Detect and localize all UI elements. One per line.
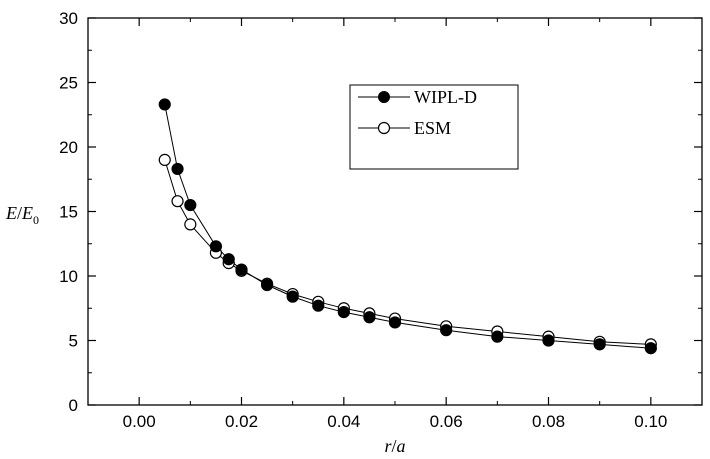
x-tick-label: 0.06 bbox=[430, 412, 463, 431]
data-point-wipl-d bbox=[363, 311, 376, 324]
data-point-wipl-d bbox=[158, 98, 171, 111]
y-tick-label: 25 bbox=[59, 74, 78, 93]
legend-entry-esm: ESM bbox=[358, 118, 451, 138]
data-point-wipl-d bbox=[440, 324, 453, 337]
series-layer bbox=[158, 98, 657, 355]
legend-entry-wipl-d: WIPL-D bbox=[358, 87, 477, 107]
data-point-esm bbox=[158, 153, 171, 166]
y-tick-label: 30 bbox=[59, 9, 78, 28]
y-tick-label: 10 bbox=[59, 267, 78, 286]
data-point-wipl-d bbox=[312, 299, 325, 312]
data-point-wipl-d bbox=[209, 240, 223, 253]
x-axis-label-sub: a bbox=[397, 436, 406, 456]
svg-text:E/E0: E/E0 bbox=[5, 203, 39, 227]
data-point-wipl-d bbox=[235, 263, 248, 276]
x-tick-label: 0.00 bbox=[123, 412, 156, 431]
axes-layer: 0.00 0.02 0.04 0.06 0.08 0.10 0 5 10 15 20 25 30 bbox=[59, 9, 703, 431]
data-point-wipl-d bbox=[222, 253, 235, 266]
x-tick-label: 0.10 bbox=[634, 412, 667, 431]
data-point-wipl-d bbox=[171, 162, 184, 176]
data-point-esm bbox=[171, 195, 184, 208]
legend-marker-esm bbox=[377, 121, 391, 135]
data-point-wipl-d bbox=[184, 198, 197, 212]
x-axis-label-main: r bbox=[384, 436, 392, 456]
data-point-wipl-d bbox=[337, 306, 350, 319]
y-tick-label: 20 bbox=[59, 138, 78, 157]
x-axis-label-sep: / bbox=[392, 436, 397, 456]
data-point-wipl-d bbox=[260, 278, 274, 292]
data-point-wipl-d bbox=[593, 338, 606, 351]
data-point-wipl-d bbox=[644, 342, 657, 355]
y-axis-label-sep: / bbox=[17, 203, 22, 223]
legend-label-esm: ESM bbox=[414, 118, 451, 138]
y-axis-label-denom: E bbox=[21, 203, 33, 223]
y-tick-label: 0 bbox=[69, 396, 78, 415]
data-point-wipl-d bbox=[542, 334, 555, 347]
y-axis-label-subscript: 0 bbox=[33, 213, 39, 227]
legend-marker-wipl-d bbox=[378, 91, 390, 103]
data-point-esm bbox=[184, 218, 197, 231]
series-line-esm bbox=[164, 159, 651, 345]
x-tick-label: 0.02 bbox=[225, 412, 258, 431]
plot-border bbox=[87, 17, 703, 406]
data-point-wipl-d bbox=[491, 330, 504, 343]
x-tick-label: 0.08 bbox=[532, 412, 565, 431]
y-tick-label: 15 bbox=[59, 203, 78, 222]
legend: WIPL-D ESM bbox=[349, 84, 519, 170]
x-axis-label: r/a bbox=[384, 436, 405, 456]
data-point-wipl-d bbox=[388, 316, 402, 329]
y-tick-label: 5 bbox=[69, 332, 78, 351]
legend-label-wipl-d: WIPL-D bbox=[414, 87, 477, 107]
data-point-wipl-d bbox=[286, 290, 299, 303]
y-axis-label: E/E0 bbox=[5, 203, 39, 227]
y-axis-label-main: E bbox=[5, 203, 17, 223]
svg-text:r/a: r/a bbox=[384, 436, 405, 456]
x-tick-label: 0.04 bbox=[327, 412, 360, 431]
plot-frame bbox=[87, 17, 703, 406]
